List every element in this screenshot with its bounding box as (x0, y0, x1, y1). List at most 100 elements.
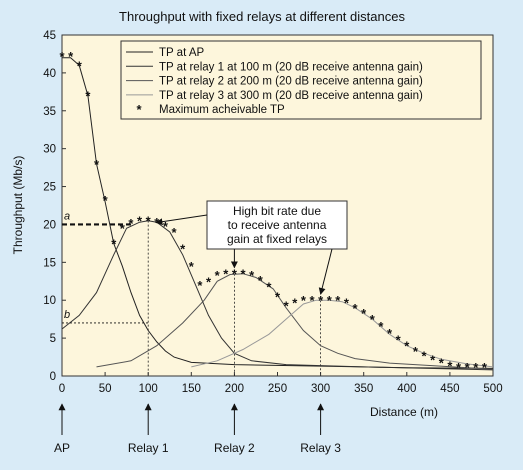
max-tp-marker: * (396, 333, 402, 348)
max-tp-marker: * (335, 293, 341, 308)
max-tp-marker: * (439, 355, 445, 370)
legend: TP at AP TP at relay 1 at 100 m (20 dB re… (120, 40, 482, 120)
label-a: a (64, 210, 70, 222)
callout-box (206, 200, 348, 250)
max-tp-marker: * (94, 157, 100, 172)
max-tp-marker: * (370, 312, 376, 327)
callout-text: gain at fixed relays (227, 232, 327, 246)
max-tp-marker: * (327, 293, 333, 308)
legend-entry: Maximum acheivable TP (159, 104, 285, 116)
y-tick-label: 5 (50, 333, 56, 345)
x-tick-label: 250 (268, 383, 287, 395)
x-tick-label: 100 (139, 383, 158, 395)
max-tp-marker: * (404, 339, 410, 354)
y-tick-label: 35 (43, 106, 56, 118)
max-tp-marker: * (473, 360, 479, 375)
position-label: Relay 1 (128, 441, 169, 455)
y-tick-label: 30 (43, 144, 56, 156)
max-tp-marker: * (85, 89, 91, 104)
max-tp-marker: * (172, 225, 178, 240)
x-tick-label: 500 (483, 383, 502, 395)
series-line-0 (62, 57, 494, 369)
series-line-1 (61, 220, 494, 371)
y-axis-label: Throughput (Mb/s) (11, 156, 25, 255)
callout-arrow (155, 214, 208, 226)
max-tp-marker: * (223, 267, 229, 282)
max-tp-marker: * (232, 267, 238, 282)
series-layer (61, 57, 494, 371)
callout-arrow (318, 248, 333, 295)
max-tp-marker: * (189, 259, 195, 274)
max-tp-marker: * (309, 293, 315, 308)
max-tp-marker: * (103, 193, 109, 208)
max-tp-marker: * (447, 358, 453, 373)
max-tp-marker: * (301, 293, 307, 308)
max-tp-marker: * (361, 306, 367, 321)
max-tp-marker: * (482, 360, 488, 375)
x-tick-label: 0 (59, 383, 65, 395)
y-tick-label: 45 (43, 30, 56, 42)
max-tp-marker: * (284, 299, 290, 314)
x-tick-label: 400 (397, 383, 416, 395)
label-b: b (64, 309, 70, 321)
max-tp-marker: * (137, 214, 143, 229)
max-tp-marker: * (465, 360, 471, 375)
legend-swatch: * (136, 102, 142, 117)
series-line-3 (191, 299, 494, 368)
max-tp-marker: * (422, 349, 428, 364)
max-tp-marker: * (353, 301, 359, 316)
max-tp-marker: * (378, 319, 384, 334)
legend-entry: TP at AP (159, 47, 205, 59)
max-tp-marker: * (430, 352, 436, 367)
chart-title: Throughput with fixed relays at differen… (119, 9, 405, 24)
max-tp-marker: * (128, 216, 134, 231)
legend-entry: TP at relay 3 at 300 m (20 dB receive an… (159, 90, 423, 102)
x-tick-label: 150 (182, 383, 201, 395)
y-tick-label: 0 (50, 371, 56, 383)
max-tp-marker: * (266, 280, 272, 295)
max-tp-marker: * (197, 278, 203, 293)
x-axis-label: Distance (m) (370, 405, 438, 419)
max-tp-marker: * (111, 236, 117, 251)
callout-text: High bit rate due (233, 204, 321, 218)
max-tp-marker: * (456, 360, 462, 375)
legend-box (120, 40, 482, 120)
max-tp-marker: * (120, 221, 126, 236)
max-tp-marker: * (258, 273, 264, 288)
max-tp-marker: * (387, 326, 393, 341)
y-tick-label: 40 (43, 68, 56, 80)
series-line-2 (96, 273, 494, 370)
y-tick-label: 10 (43, 295, 56, 307)
axes: 0 50 100 150 200 250 300 350 400 450 500 0 5 10 15 20 25… (43, 30, 502, 395)
y-tick-label: 20 (43, 219, 56, 231)
position-label: Relay 2 (214, 441, 255, 455)
max-tp-marker: * (163, 219, 169, 234)
x-tick-label: 200 (225, 383, 244, 395)
position-markers: AP Relay 1 Relay 2 Relay 3 (54, 403, 341, 455)
y-tick-label: 25 (43, 182, 56, 194)
max-tp-marker: * (344, 295, 350, 310)
max-tp-marker: * (146, 214, 152, 229)
max-tp-marker: * (240, 267, 246, 282)
max-tp-marker: * (275, 289, 281, 304)
legend-entry: TP at relay 1 at 100 m (20 dB receive an… (159, 61, 423, 73)
max-tp-marker: * (249, 268, 255, 283)
max-tp-marker: * (318, 293, 324, 308)
max-tp-marker: * (180, 242, 186, 257)
max-tp-marker: * (215, 268, 221, 283)
guide-lines: ab (62, 210, 322, 376)
x-tick-label: 450 (440, 383, 459, 395)
max-tp-marker: * (68, 49, 74, 64)
position-label: Relay 3 (300, 441, 341, 455)
x-tick-label: 350 (354, 383, 373, 395)
callout-text: to receive antenna (228, 218, 327, 232)
y-tick-label: 15 (43, 257, 56, 269)
max-tp-marker: * (206, 274, 212, 289)
max-tp-marker: * (77, 58, 83, 73)
position-label: AP (54, 441, 70, 455)
max-tp-marker: * (292, 295, 298, 310)
legend-entry: TP at relay 2 at 200 m (20 dB receive an… (159, 76, 423, 88)
